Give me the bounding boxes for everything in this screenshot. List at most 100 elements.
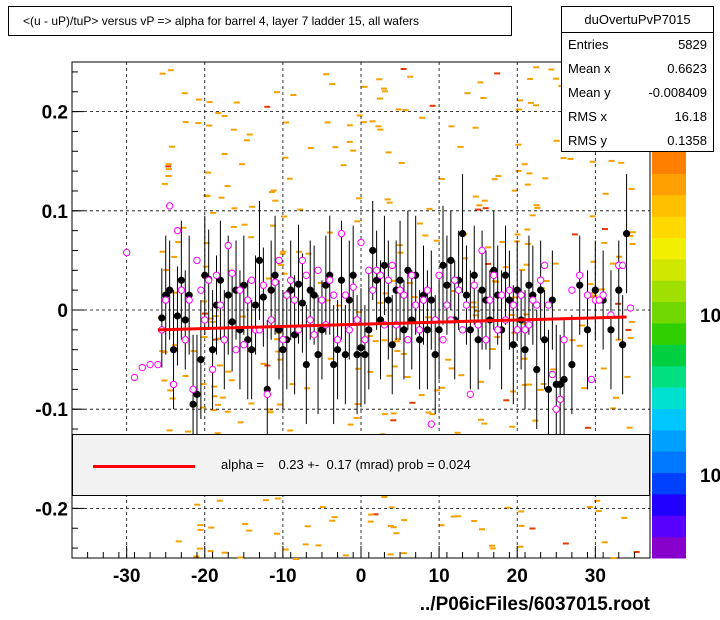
filled-point: [447, 256, 455, 264]
filled-point: [423, 326, 431, 334]
background-bin: [433, 239, 440, 242]
open-point: [486, 296, 494, 304]
background-bin: [203, 242, 210, 245]
filled-point: [443, 281, 451, 289]
background-bin: [267, 411, 274, 414]
open-point: [595, 296, 603, 304]
background-bin: [195, 98, 202, 101]
open-point: [521, 326, 529, 334]
open-point: [415, 326, 424, 334]
background-bin: [268, 191, 275, 193]
background-bin: [425, 411, 432, 414]
background-bin: [240, 315, 246, 318]
background-bin: [598, 288, 605, 291]
background-bin: [388, 506, 395, 509]
background-bin: [482, 207, 489, 210]
filled-point: [341, 351, 349, 359]
background-bin: [356, 197, 363, 200]
open-point: [154, 360, 162, 369]
filled-point: [318, 326, 326, 334]
filled-point: [380, 261, 389, 269]
background-bin: [304, 387, 311, 390]
open-point: [337, 229, 346, 238]
filled-point: [576, 281, 584, 289]
open-point: [618, 261, 627, 270]
palette-swatch: [652, 451, 686, 474]
background-bin: [542, 177, 549, 180]
background-bin: [381, 495, 388, 498]
background-bin: [180, 226, 187, 229]
background-bin: [589, 296, 596, 298]
background-bin: [562, 542, 569, 545]
background-bin: [499, 241, 506, 243]
background-bin: [529, 214, 536, 217]
background-bin: [350, 149, 357, 152]
filled-point: [458, 230, 467, 238]
open-point: [400, 291, 408, 299]
background-bin: [272, 199, 279, 202]
background-bin: [439, 386, 446, 389]
open-point: [357, 238, 365, 247]
background-bin: [367, 370, 374, 373]
filled-point: [365, 326, 373, 334]
open-point: [193, 256, 201, 265]
open-point: [376, 271, 385, 279]
background-bin: [376, 97, 383, 100]
filled-point: [333, 346, 342, 354]
background-bin: [175, 241, 182, 244]
open-point: [224, 241, 232, 250]
background-bin: [586, 506, 593, 508]
background-bin: [319, 506, 326, 508]
background-bin: [404, 376, 411, 378]
background-bin: [248, 236, 255, 239]
background-bin: [476, 204, 483, 207]
palette-swatch: [652, 365, 686, 388]
filled-point: [509, 341, 517, 349]
background-bin: [627, 337, 634, 339]
open-point: [162, 296, 170, 304]
filled-point: [540, 336, 549, 344]
background-bin: [517, 545, 524, 548]
background-bin: [434, 389, 441, 392]
open-point: [474, 321, 482, 329]
background-bin: [361, 85, 368, 88]
filled-point: [357, 344, 365, 352]
background-bin: [182, 121, 189, 124]
background-bin: [589, 160, 596, 163]
background-bin: [165, 168, 172, 171]
open-point: [462, 301, 471, 309]
background-bin: [208, 526, 215, 529]
background-bin: [625, 328, 632, 331]
open-point: [408, 271, 416, 279]
background-bin: [165, 165, 172, 168]
background-bin: [633, 551, 640, 553]
open-point: [263, 390, 271, 399]
filled-point: [478, 286, 486, 294]
background-bin: [207, 317, 214, 320]
background-bin: [489, 348, 496, 350]
background-bin: [384, 198, 391, 201]
open-point: [275, 256, 283, 265]
background-bin: [210, 211, 217, 214]
filled-point: [548, 296, 556, 304]
open-point: [423, 286, 432, 294]
background-bin: [211, 395, 218, 398]
x-tick-label: 0: [356, 566, 367, 587]
open-point: [130, 373, 139, 382]
open-point: [236, 286, 244, 294]
background-bin: [445, 358, 452, 361]
background-bin: [450, 515, 457, 518]
background-bin: [224, 185, 231, 188]
background-bin: [477, 81, 484, 84]
open-point: [599, 291, 607, 299]
x-tick-label: -10: [269, 566, 296, 587]
filled-point: [255, 256, 264, 264]
background-bin: [264, 105, 271, 108]
background-bin: [400, 552, 407, 555]
background-bin: [569, 339, 576, 342]
background-bin: [523, 263, 530, 266]
palette-swatch: [652, 280, 686, 303]
data-markers: [122, 202, 635, 428]
open-point: [470, 281, 478, 289]
background-bin: [391, 279, 398, 282]
